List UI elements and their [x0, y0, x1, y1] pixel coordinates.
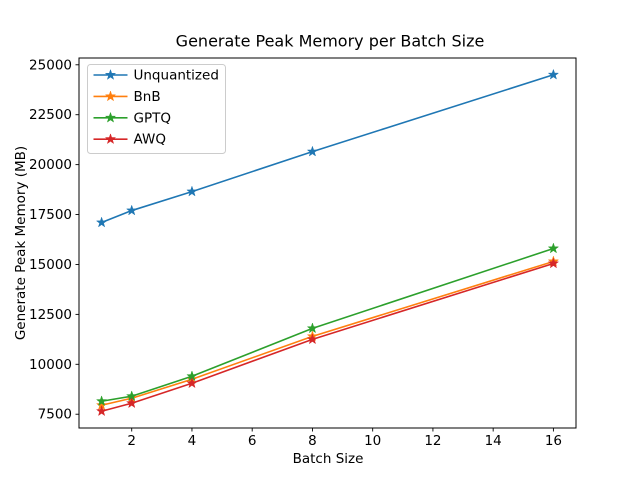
- x-tick-label: 12: [424, 433, 441, 449]
- legend-label: GPTQ: [134, 110, 171, 126]
- legend-label: Unquantized: [134, 68, 219, 84]
- y-tick-label: 17500: [29, 207, 72, 223]
- legend-marker: [104, 90, 117, 102]
- x-tick-label: 10: [364, 433, 381, 449]
- legend-marker: [104, 111, 117, 123]
- legend-box: [87, 64, 226, 154]
- data-point-marker: [95, 405, 108, 417]
- data-point-marker: [547, 257, 560, 269]
- x-tick-label: 6: [248, 433, 257, 449]
- axes-spines: [78, 57, 577, 429]
- y-tick-label: 25000: [29, 57, 72, 73]
- y-tick-label: 7500: [38, 407, 72, 423]
- y-tick-label: 10000: [29, 357, 72, 373]
- data-point-marker: [306, 322, 319, 334]
- legend-marker: [104, 133, 117, 145]
- y-tick-label: 12500: [29, 307, 72, 323]
- series-awq: [95, 257, 560, 417]
- data-point-marker: [125, 397, 138, 409]
- series-unquantized: [95, 68, 560, 228]
- legend-label: AWQ: [134, 132, 166, 148]
- x-tick-label: 4: [188, 433, 197, 449]
- legend-marker: [104, 68, 117, 80]
- data-point-marker: [95, 395, 108, 407]
- data-point-marker: [306, 145, 319, 157]
- chart-title: Generate Peak Memory per Batch Size: [175, 31, 485, 51]
- data-point-marker: [125, 204, 138, 216]
- legend-label: BnB: [134, 89, 161, 105]
- x-axis-label: Batch Size: [292, 451, 364, 467]
- x-tick-label: 16: [545, 433, 562, 449]
- data-point-marker: [186, 185, 198, 197]
- data-point-marker: [186, 377, 198, 389]
- data-point-marker: [547, 68, 560, 80]
- data-point-marker: [306, 333, 319, 345]
- data-point-marker: [95, 216, 108, 228]
- y-tick-label: 15000: [29, 257, 72, 273]
- legend: Unquantized BnB GPTQ AWQ: [87, 64, 226, 154]
- x-tick-label: 8: [308, 433, 317, 449]
- x-tick-label: 14: [485, 433, 502, 449]
- y-tick-label: 20000: [29, 157, 72, 173]
- data-point-marker: [547, 242, 560, 254]
- y-tick-label: 22500: [29, 107, 72, 123]
- x-tick-label: 2: [127, 433, 136, 449]
